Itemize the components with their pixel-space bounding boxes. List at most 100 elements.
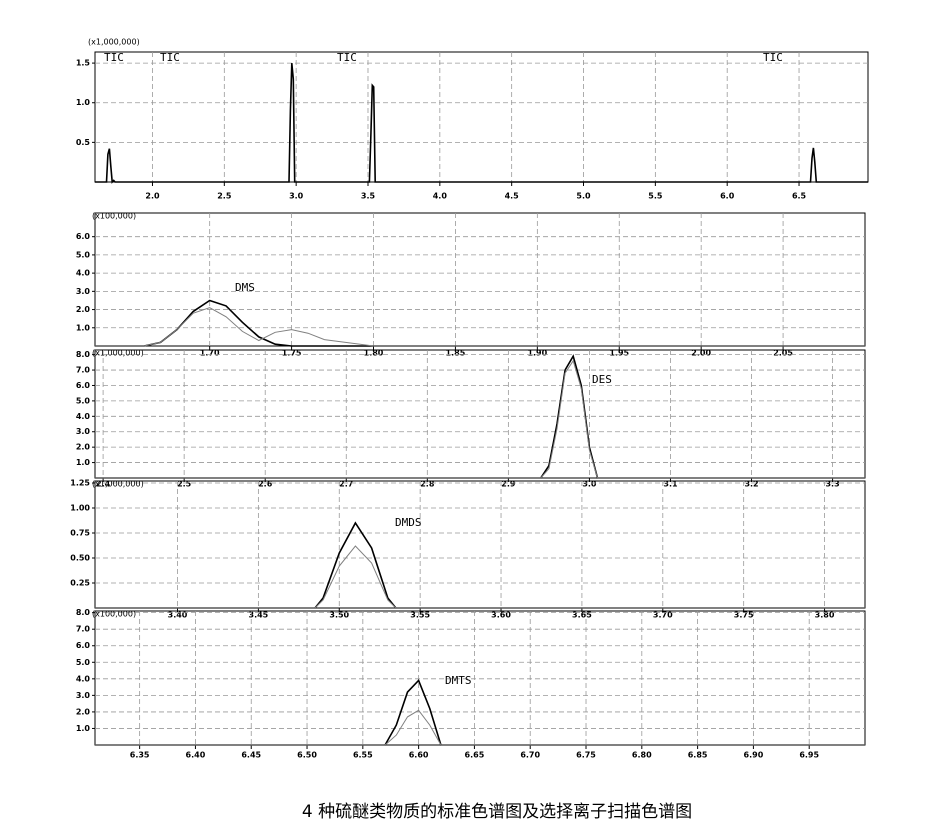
x-tick-label: 2.5 [177,480,192,489]
y-tick-label: 0.75 [70,529,90,538]
x-tick-label: 1.70 [200,349,220,358]
y-tick-label: 1.0 [76,98,91,107]
y-tick-label: 2.0 [76,305,91,314]
chromatogram-line [95,709,865,746]
x-tick-label: 6.5 [792,192,807,201]
y-tick-label: 6.0 [76,381,91,390]
x-tick-label: 5.5 [648,192,663,201]
axis-multiplier: (x1,000,000) [88,38,140,47]
y-tick-label: 2.0 [76,443,91,452]
x-tick-label: 6.75 [576,751,596,760]
panel-frame [94,610,866,746]
annotation: TIC [337,51,357,64]
x-tick-label: 1.95 [609,349,629,358]
x-tick-label: 6.45 [241,751,261,760]
y-tick-label: 2.0 [76,707,91,716]
y-tick-label: 1.0 [76,323,91,332]
x-tick-label: 3.65 [572,611,592,620]
y-tick-label: 6.0 [76,641,91,650]
y-tick-label: 1.00 [70,504,90,513]
x-tick-label: 5.0 [576,192,591,201]
axis-multiplier: (x1,000,000) [92,349,144,358]
annotation: DMDS [395,516,422,529]
panel-frame [94,212,866,347]
annotation: DMTS [445,674,472,687]
chromatogram-line [95,299,865,347]
x-tick-label: 2.8 [420,480,435,489]
panel-frame [94,51,869,183]
y-tick-label: 1.5 [76,59,91,68]
y-tick-label: 7.0 [76,366,91,375]
x-tick-label: 3.2 [744,480,758,489]
chromatogram-line [95,354,865,479]
y-tick-label: 8.0 [76,608,91,617]
annotation: TIC [104,51,124,64]
y-tick-label: 1.0 [76,458,91,467]
x-tick-label: 6.0 [720,192,735,201]
y-tick-label: 8.0 [76,350,91,359]
annotation: DMS [235,281,255,294]
x-tick-label: 1.75 [282,349,302,358]
y-tick-label: 3.0 [76,691,91,700]
y-tick-label: 0.25 [70,579,90,588]
axis-multiplier: (x100,000) [92,610,136,619]
x-tick-label: 1.85 [446,349,466,358]
x-tick-label: 4.0 [433,192,448,201]
x-tick-label: 3.1 [663,480,678,489]
panel-frame [94,349,866,479]
x-tick-label: 1.90 [527,349,547,358]
y-tick-label: 0.50 [70,554,90,563]
x-tick-label: 1.80 [364,349,384,358]
y-tick-label: 4.0 [76,269,91,278]
axis-multiplier: (x100,000) [92,212,136,221]
x-tick-label: 2.5 [217,192,232,201]
y-tick-label: 5.0 [76,396,91,405]
x-tick-label: 6.55 [353,751,373,760]
x-tick-label: 4.5 [505,192,520,201]
chromatogram-line [95,679,865,746]
x-tick-label: 6.90 [744,751,764,760]
y-tick-label: 5.0 [76,250,91,259]
x-tick-label: 3.45 [249,611,269,620]
x-tick-label: 3.75 [734,611,754,620]
x-tick-label: 3.0 [582,480,597,489]
x-tick-label: 3.40 [168,611,188,620]
x-tick-label: 3.80 [815,611,835,620]
x-tick-label: 3.5 [361,192,376,201]
y-tick-label: 0.5 [76,138,91,147]
chromatogram-line [95,63,868,184]
x-tick-label: 3.70 [653,611,673,620]
caption: 4 种硫醚类物质的标准色谱图及选择离子扫描色谱图 [302,802,692,822]
x-tick-label: 2.7 [339,480,353,489]
y-tick-label: 4.0 [76,674,91,683]
y-tick-label: 5.0 [76,658,91,667]
x-tick-label: 2.4 [96,480,111,489]
chromatogram-line [95,521,865,609]
x-tick-label: 2.9 [501,480,516,489]
x-tick-label: 3.50 [329,611,349,620]
annotation: DES [592,373,612,386]
x-tick-label: 6.65 [465,751,485,760]
y-tick-label: 3.0 [76,287,91,296]
chromatogram-line [95,359,865,479]
x-tick-label: 6.85 [688,751,708,760]
x-tick-label: 3.3 [825,480,839,489]
x-tick-label: 6.95 [799,751,819,760]
x-tick-label: 3.0 [289,192,304,201]
x-tick-label: 6.35 [130,751,150,760]
annotation: TIC [763,51,783,64]
y-tick-label: 1.0 [76,724,91,733]
x-tick-label: 6.50 [297,751,317,760]
x-tick-label: 6.80 [632,751,652,760]
y-tick-label: 1.25 [70,479,90,488]
x-tick-label: 2.00 [691,349,711,358]
x-tick-label: 3.60 [491,611,511,620]
y-tick-label: 3.0 [76,427,91,436]
annotation: TIC [160,51,180,64]
y-tick-label: 4.0 [76,412,91,421]
chromatogram-line [95,307,865,347]
chromatogram-line [95,545,865,609]
x-tick-label: 2.6 [258,480,273,489]
x-tick-label: 3.55 [410,611,430,620]
